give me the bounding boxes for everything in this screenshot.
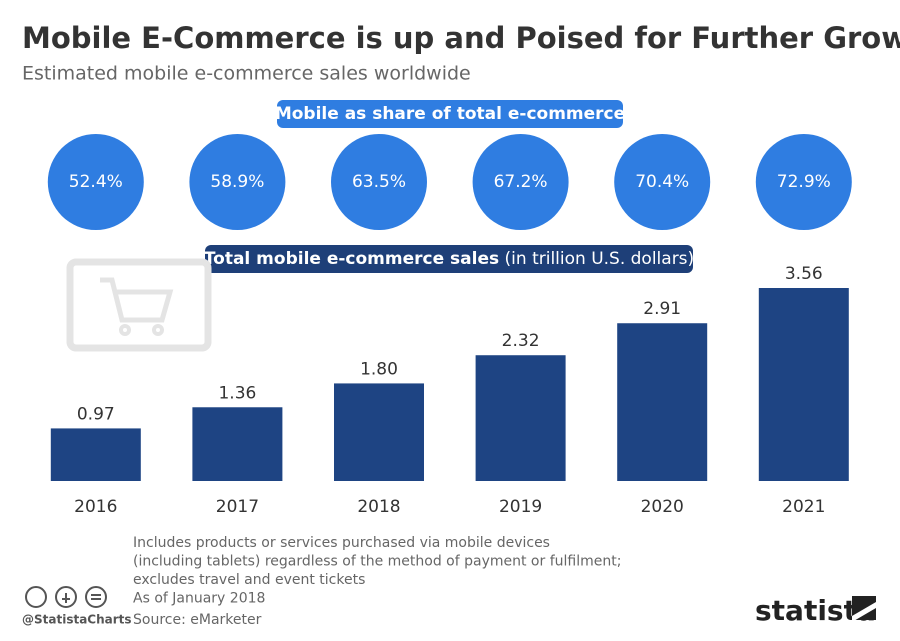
note: (including tablets) regardless of the me…: [133, 554, 621, 570]
bar: [192, 407, 283, 481]
sales-header: Total mobile e-commerce sales (in trilli…: [204, 249, 694, 269]
share-label: 72.9%: [777, 172, 831, 192]
share-label: 63.5%: [352, 172, 406, 192]
bar: [50, 428, 141, 481]
value-label: 0.97: [77, 404, 115, 424]
x-tick-label: 2017: [216, 497, 259, 517]
sales-header-pill: [205, 245, 693, 273]
sales-unit: (in trillion U.S. dollars): [505, 249, 695, 269]
note: excludes travel and event tickets: [133, 572, 365, 588]
share-header-pill: [277, 100, 623, 128]
bar: [617, 323, 708, 481]
sales-title: Total mobile e-commerce sales: [204, 249, 499, 269]
credit: @StatistaCharts: [22, 613, 132, 627]
share-circle: [47, 134, 144, 230]
share-circle: [189, 134, 286, 230]
share-circle: [331, 134, 427, 230]
x-tick-label: 2019: [499, 497, 542, 517]
share-label: 58.9%: [210, 172, 264, 192]
value-label: 2.91: [643, 299, 681, 319]
share-circle: [472, 134, 569, 230]
brand-logo-stripe: [852, 602, 876, 622]
value-label: 1.80: [360, 359, 398, 379]
share-label: 70.4%: [635, 172, 689, 192]
bar: [475, 355, 566, 481]
x-tick-label: 2016: [74, 497, 117, 517]
bar: [758, 288, 849, 481]
x-tick-label: 2020: [641, 497, 684, 517]
share-circle: [614, 134, 711, 230]
chart-title: Mobile E-Commerce is up and Poised for F…: [22, 21, 900, 55]
share-header: Mobile as share of total e-commerce: [275, 104, 625, 124]
share-circle: [755, 134, 852, 230]
note: Includes products or services purchased …: [133, 535, 550, 551]
chart-subtitle: Estimated mobile e-commerce sales worldw…: [22, 63, 471, 85]
share-label: 67.2%: [494, 172, 548, 192]
note: As of January 2018: [133, 591, 265, 607]
bar: [334, 383, 424, 481]
x-tick-label: 2021: [782, 497, 825, 517]
monitor-icon: [66, 258, 212, 352]
value-label: 2.32: [502, 331, 540, 351]
share-label: 52.4%: [69, 172, 123, 192]
license-icons: [25, 586, 107, 608]
value-label: 1.36: [218, 383, 256, 403]
source: Source: eMarketer: [133, 612, 262, 628]
value-label: 3.56: [785, 264, 823, 284]
x-tick-label: 2018: [357, 497, 400, 517]
